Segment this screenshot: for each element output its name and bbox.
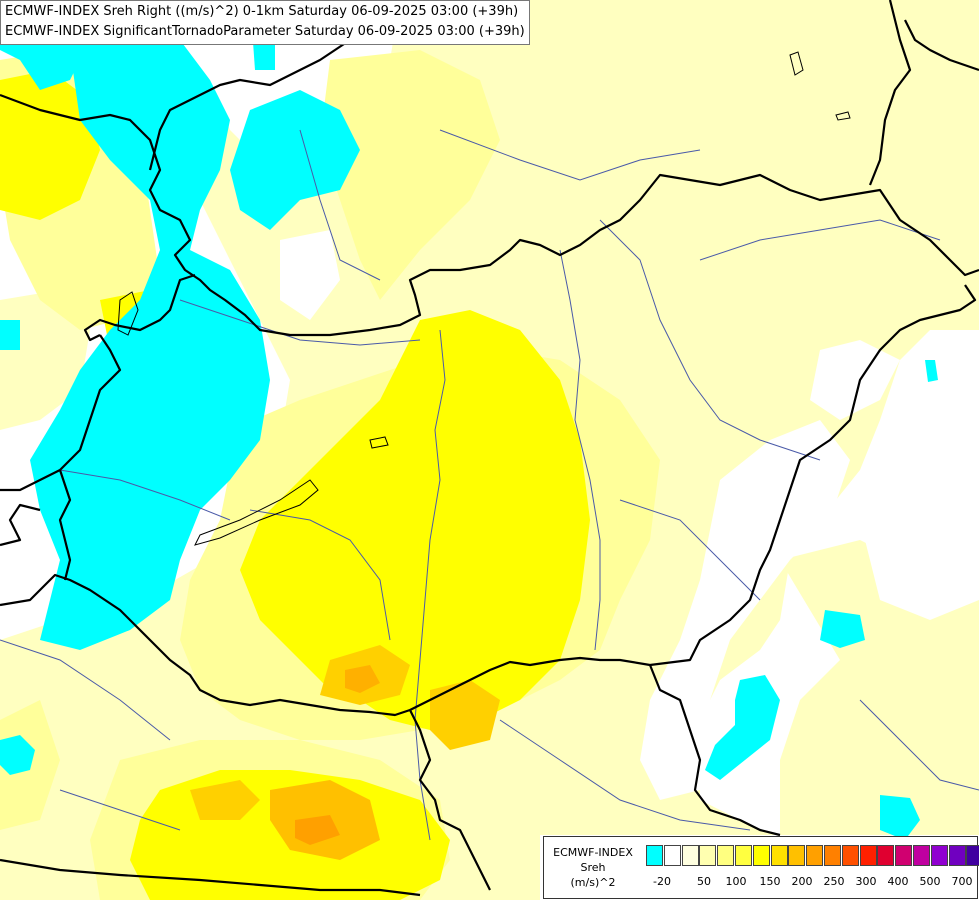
sreh-orange-spots: [190, 645, 500, 860]
color-legend: ECMWF-INDEX Sreh (m/s)^2 -20 50 100 150 200 2…: [543, 836, 979, 899]
legend-tick-label: 200: [791, 875, 813, 888]
legend-tick-label: 500: [919, 875, 941, 888]
legend-swatch: [734, 845, 752, 866]
title-line-sreh: ECMWF-INDEX Sreh Right ((m/s)^2) 0-1km S…: [5, 4, 519, 19]
legend-swatch: [948, 845, 966, 866]
title-line-stp: ECMWF-INDEX SignificantTornadoParameter …: [5, 24, 525, 39]
legend-swatches: [646, 845, 979, 866]
legend-tick-label: 250: [823, 875, 845, 888]
legend-swatch: [877, 845, 895, 866]
legend-tick-label: 400: [887, 875, 909, 888]
legend-tick-label: 100: [725, 875, 747, 888]
legend-swatch: [699, 845, 717, 866]
legend-swatch: [966, 845, 979, 866]
legend-swatch: [912, 845, 930, 866]
legend-swatch: [806, 845, 824, 866]
legend-title-unit: (m/s)^2: [570, 876, 616, 889]
legend-swatch: [841, 845, 859, 866]
legend-swatch: [859, 845, 877, 866]
legend-tick-label: 50: [697, 875, 711, 888]
legend-tick-label: 150: [759, 875, 781, 888]
legend-swatch: [681, 845, 699, 866]
legend-tick-label: -20: [653, 875, 671, 888]
legend-tick-label: 300: [855, 875, 877, 888]
legend-swatch: [788, 845, 806, 866]
legend-swatch: [752, 845, 770, 866]
legend-swatch: [823, 845, 841, 866]
legend-swatch: [717, 845, 735, 866]
rivers: [0, 129, 979, 841]
map-title-box: ECMWF-INDEX Sreh Right ((m/s)^2) 0-1km S…: [0, 0, 530, 45]
legend-swatch: [770, 845, 788, 866]
legend-title-parameter: Sreh: [580, 861, 606, 874]
legend-swatch: [646, 845, 663, 866]
legend-title: ECMWF-INDEX Sreh (m/s)^2: [548, 845, 638, 890]
legend-tick-label: 700: [951, 875, 973, 888]
legend-swatch: [930, 845, 948, 866]
legend-title-model: ECMWF-INDEX: [553, 846, 633, 859]
legend-swatch: [663, 845, 681, 866]
legend-swatch: [895, 845, 913, 866]
